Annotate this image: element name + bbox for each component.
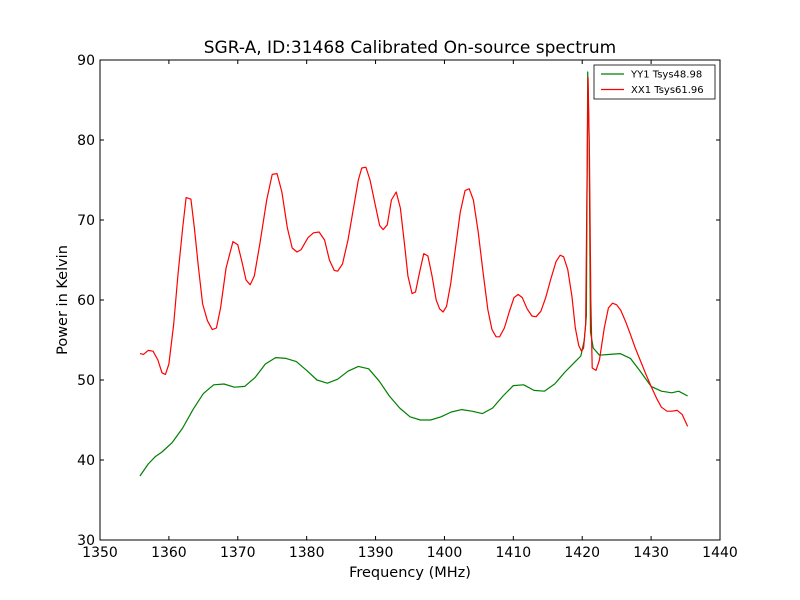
x-tick-label: 1410 <box>496 545 532 561</box>
y-tick-label: 60 <box>77 293 95 309</box>
x-tick-label: 1380 <box>289 545 325 561</box>
x-tick-label: 1360 <box>151 545 187 561</box>
ticks-layer: 1350 1360 1370 1380 1390 1400 1410 1420 1430 1440… <box>77 53 738 561</box>
plot-area <box>100 60 720 540</box>
series-layer <box>139 71 689 477</box>
x-tick-label: 1390 <box>358 545 394 561</box>
y-tick-label: 40 <box>77 453 95 469</box>
chart-title: SGR-A, ID:31468 Calibrated On-source spe… <box>204 38 616 58</box>
legend-label-yy1: YY1 Tsys48.98 <box>630 70 702 81</box>
legend-box <box>593 64 716 100</box>
y-tick-label: 90 <box>77 53 95 69</box>
y-tick-label: 50 <box>77 373 95 389</box>
plot-frame <box>99 59 721 541</box>
y-axis-label: Power in Kelvin <box>55 245 71 355</box>
series-line-yy1 <box>139 71 688 477</box>
x-tick-label: 1400 <box>427 545 463 561</box>
x-axis-label: Frequency (MHz) <box>349 565 471 581</box>
legend: YY1 Tsys48.98 XX1 Tsys61.96 <box>593 64 716 100</box>
x-tick-label: 1430 <box>633 545 669 561</box>
legend-label-xx1: XX1 Tsys61.96 <box>631 85 704 96</box>
x-tick-label: 1350 <box>82 545 118 561</box>
y-tick-label: 70 <box>77 213 95 229</box>
x-tick-label: 1440 <box>702 545 738 561</box>
series-line-xx1 <box>139 76 689 427</box>
y-tick-label: 30 <box>77 533 95 549</box>
y-tick-label: 80 <box>77 133 95 149</box>
x-tick-label: 1370 <box>220 545 256 561</box>
x-tick-label: 1420 <box>564 545 600 561</box>
